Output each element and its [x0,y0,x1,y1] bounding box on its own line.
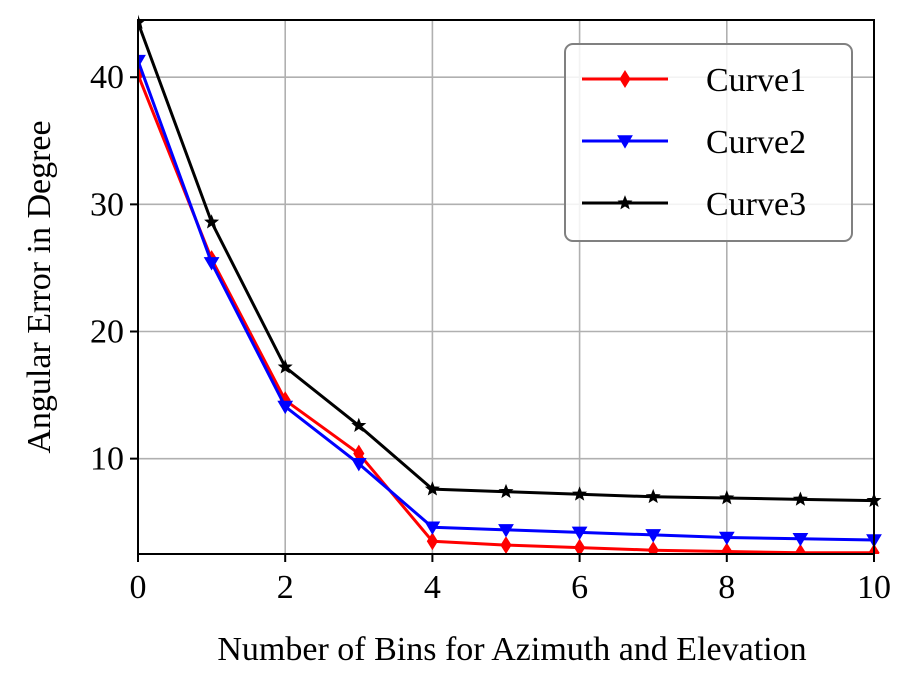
legend-marker [619,70,631,88]
data-point-curve2 [645,529,662,543]
data-point-curve3 [498,483,514,499]
data-point-curve2 [277,400,294,415]
legend-label: Curve2 [706,124,806,161]
legend-marker [617,195,633,210]
x-tick-label: 10 [857,569,891,606]
x-tick-label: 8 [718,569,735,606]
data-point-curve2 [138,54,146,69]
data-point-curve2 [424,521,441,535]
data-point-curve3 [424,481,440,496]
legend-entry-curve3: Curve3 [582,186,806,223]
y-tick-label: 10 [90,441,124,478]
legend-marker [617,135,633,149]
x-tick-label: 0 [130,569,147,606]
data-point-curve3 [792,491,808,506]
axes-frame [137,19,875,555]
data-point-curve3 [204,214,220,229]
y-axis-label: Angular Error in Degree [21,120,58,453]
legend-entry-curve2: Curve2 [582,124,806,161]
x-tick-label: 6 [571,569,588,606]
x-tick-label: 4 [424,569,441,606]
x-tick-label: 2 [277,569,294,606]
y-tick-label: 20 [90,314,124,351]
data-point-curve2 [350,457,367,472]
data-point-curve2 [718,531,735,546]
data-point-curve3 [645,488,661,504]
data-point-curve1 [647,541,659,554]
y-tick-label: 40 [90,59,124,96]
data-point-curve1 [500,536,512,554]
data-point-curve3 [572,486,588,501]
legend-entry-curve1: Curve1 [582,62,806,99]
series-curve3 [138,14,882,507]
legend-label: Curve1 [706,62,806,99]
data-point-curve2 [571,526,588,541]
data-point-curve2 [498,524,514,538]
y-tick-label: 30 [90,186,124,223]
data-point-curve1 [721,542,733,554]
legend-label: Curve3 [706,186,806,223]
data-point-curve1 [426,532,438,551]
data-point-curve2 [792,532,809,547]
axis-ticks: 0 2 4 6 8 10 10 20 30 40 [90,59,891,606]
data-point-curve3 [277,359,293,374]
data-point-curve1 [794,543,806,554]
plot-area [138,14,882,554]
series-curve2 [138,54,882,548]
data-point-curve3 [719,490,735,505]
x-axis-label: Number of Bins for Azimuth and Elevation [217,631,806,668]
data-point-curve1 [574,538,586,554]
data-point-curve2 [203,257,220,271]
legend: Curve1 Curve2 Curve3 [564,43,853,242]
data-point-curve3 [351,417,367,432]
legend-frame [564,43,853,242]
